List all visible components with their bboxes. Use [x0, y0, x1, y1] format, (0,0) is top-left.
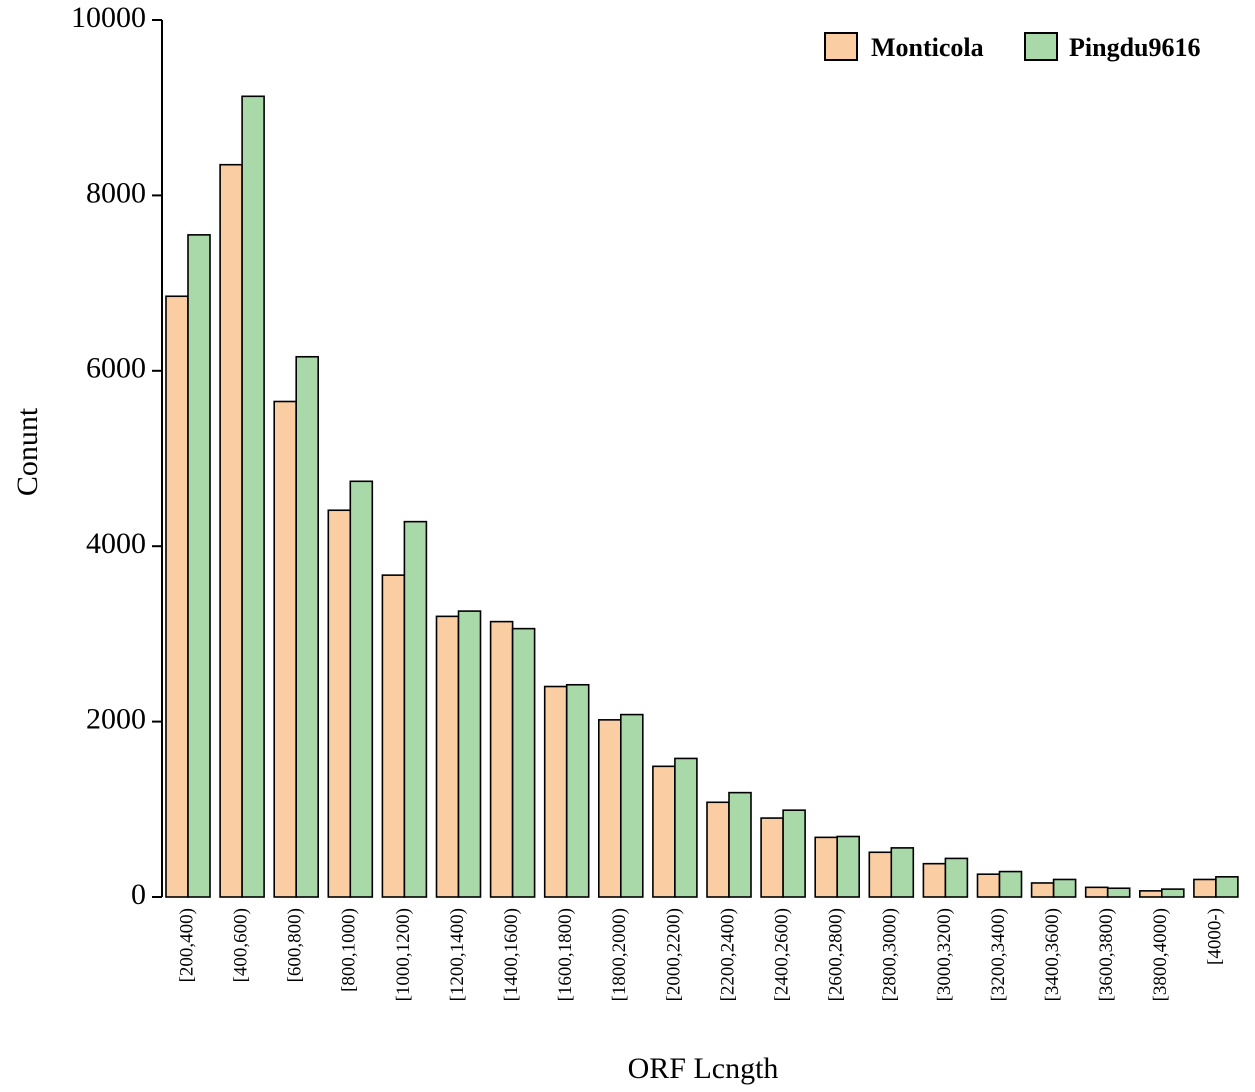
- bar-pingdu9616-10: [728, 791, 752, 898]
- bar-pingdu9616-18: [1161, 888, 1185, 898]
- bar-monticola-5: [435, 615, 460, 898]
- y-tick-label-3: 6000: [86, 352, 146, 385]
- bar-monticola-1: [219, 163, 243, 898]
- x-tick-label-19: [4000-): [1204, 908, 1225, 965]
- y-tick-label-2: 4000: [86, 527, 146, 560]
- bar-monticola-8: [597, 719, 622, 898]
- y-tick-label-1: 2000: [86, 702, 146, 735]
- bar-pingdu9616-16: [1052, 878, 1077, 898]
- x-tick-label-18: [3800,4000): [1150, 908, 1171, 1001]
- x-tick-label-5: [1200,1400): [447, 908, 468, 1001]
- x-tick-label-8: [1800,2000): [609, 908, 630, 1001]
- legend-label-pingdu9616: Pingdu9616: [1069, 33, 1201, 62]
- y-tick-label-5: 10000: [71, 1, 146, 34]
- bar-monticola-17: [1084, 886, 1109, 898]
- x-tick-label-2: [600,800): [285, 908, 306, 982]
- bar-monticola-14: [922, 862, 947, 898]
- bar-monticola-7: [543, 685, 568, 898]
- y-axis-title: Conunt: [11, 407, 44, 496]
- x-tick-labels-group: [200,400) [400,600) [600,800) [800,1000) [10…: [176, 908, 1225, 1001]
- bar-monticola-0: [165, 295, 189, 898]
- bar-monticola-15: [976, 873, 1001, 898]
- legend-swatch-pingdu9616: [1024, 32, 1058, 61]
- x-tick-label-4: [1000,1200): [393, 908, 414, 1001]
- bar-monticola-13: [868, 851, 893, 898]
- x-tick-label-11: [2400,2600): [771, 908, 792, 1001]
- legend-swatch-monticola: [824, 32, 858, 61]
- x-axis-title: ORF Lcngth: [628, 1052, 779, 1085]
- bar-pingdu9616-13: [890, 847, 915, 898]
- bar-monticola-18: [1139, 890, 1163, 898]
- x-tick-label-10: [2200,2400): [717, 908, 738, 1001]
- bar-pingdu9616-8: [619, 713, 644, 898]
- bar-pingdu9616-1: [241, 95, 265, 898]
- bar-monticola-4: [381, 574, 406, 898]
- bar-monticola-11: [760, 817, 784, 898]
- x-tick-label-13: [2800,3000): [880, 908, 901, 1001]
- legend-label-monticola: Monticola: [871, 33, 984, 62]
- x-tick-label-12: [2600,2800): [826, 908, 847, 1001]
- legend: Monticola Pingdu9616: [824, 32, 1201, 62]
- x-tick-label-17: [3600,3800): [1096, 908, 1117, 1001]
- x-tick-label-16: [3400,3600): [1042, 908, 1063, 1001]
- bar-pingdu9616-11: [782, 809, 806, 898]
- bar-pingdu9616-14: [944, 857, 969, 898]
- y-tick-label-0: 0: [131, 878, 146, 911]
- y-ticks-group: 0 2000 4000 6000 8000 10000: [71, 1, 162, 911]
- bar-pingdu9616-3: [349, 480, 374, 898]
- bar-pingdu9616-7: [565, 683, 590, 898]
- bar-pingdu9616-4: [403, 520, 428, 898]
- bar-pingdu9616-12: [836, 835, 861, 898]
- y-tick-label-4: 8000: [86, 176, 146, 209]
- bar-monticola-6: [489, 620, 514, 898]
- bar-pingdu9616-19: [1215, 876, 1239, 898]
- x-tick-label-0: [200,400): [176, 908, 197, 982]
- bars-group: [165, 95, 1239, 898]
- bar-monticola-12: [814, 836, 839, 898]
- bar-monticola-2: [273, 400, 298, 898]
- x-tick-label-3: [800,1000): [339, 908, 360, 992]
- bar-monticola-16: [1030, 882, 1055, 898]
- bar-monticola-10: [706, 801, 730, 898]
- x-tick-label-9: [2000,2200): [663, 908, 684, 1001]
- bar-pingdu9616-15: [998, 870, 1023, 898]
- bar-monticola-9: [652, 765, 676, 898]
- x-tick-label-15: [3200,3400): [988, 908, 1009, 1001]
- x-tick-label-1: [400,600): [230, 908, 251, 982]
- bar-pingdu9616-5: [457, 610, 482, 898]
- x-tick-label-6: [1400,1600): [501, 908, 522, 1001]
- bar-pingdu9616-6: [511, 627, 536, 898]
- bar-monticola-3: [327, 509, 352, 898]
- bar-pingdu9616-0: [187, 234, 211, 898]
- bar-pingdu9616-9: [674, 757, 698, 898]
- bar-monticola-19: [1193, 878, 1217, 898]
- x-tick-label-7: [1600,1800): [555, 908, 576, 1001]
- x-tick-label-14: [3000,3200): [934, 908, 955, 1001]
- bar-pingdu9616-2: [295, 355, 320, 898]
- bar-pingdu9616-17: [1106, 887, 1131, 898]
